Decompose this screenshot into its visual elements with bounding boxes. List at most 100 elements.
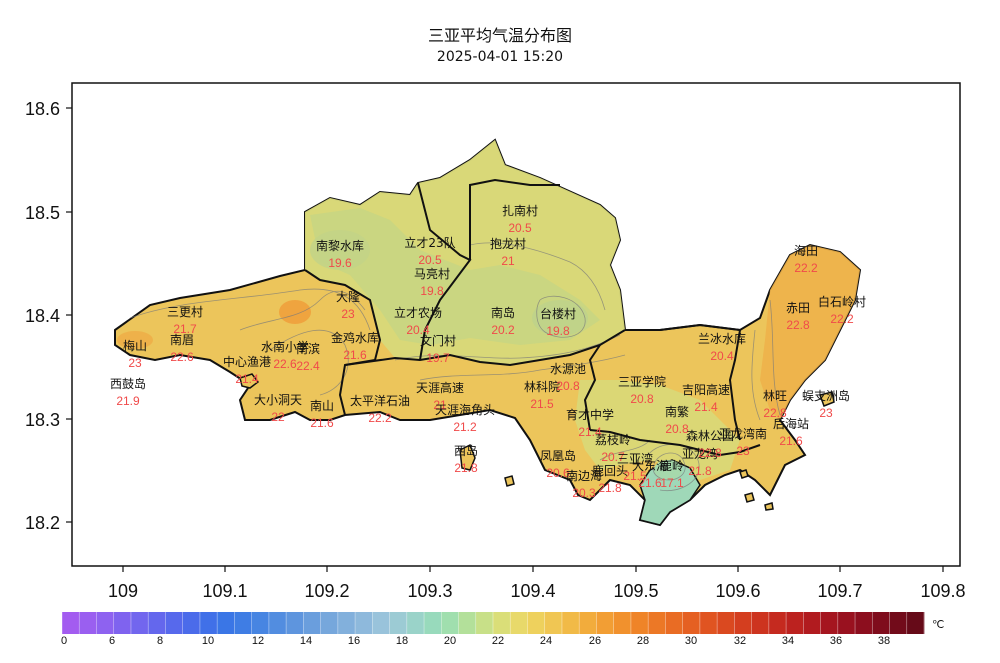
station-name: 南黎水库 — [316, 238, 364, 253]
station-6: 梅山 23 — [123, 338, 147, 370]
colorbar-swatch — [579, 612, 597, 634]
station-41: 海田 22.2 — [794, 243, 818, 275]
colorbar-swatch — [768, 612, 787, 634]
station-name: 三亚学院 — [618, 374, 666, 389]
station-value: 17.1 — [660, 476, 684, 490]
x-tick-label: 109.3 — [407, 581, 452, 601]
station-value: 21.8 — [598, 481, 622, 495]
station-32: 大东海 21.6 — [632, 458, 668, 490]
colorbar-swatch — [630, 612, 649, 634]
station-name: 凤凰岛 — [540, 448, 576, 463]
station-name: 西鼓岛 — [110, 376, 146, 391]
station-11: 南滨 22.4 — [296, 341, 320, 373]
cool-zone-coast — [575, 380, 740, 480]
station-36: 南繁 20.8 — [665, 404, 689, 436]
cool-spot-tailou — [532, 300, 588, 336]
station-21: 天涯高速 21 — [416, 380, 464, 412]
station-value: 21.4 — [578, 425, 602, 439]
contour-lines — [129, 242, 781, 492]
station-value: 22 — [271, 410, 285, 424]
colorbar-swatch — [424, 612, 442, 634]
colorbar-label: 30 — [685, 635, 697, 647]
station-value: 23 — [736, 444, 750, 458]
station-value: 20.6 — [546, 466, 570, 480]
station-name: 后海站 — [773, 416, 809, 431]
station-17: 台楼村 19.8 — [540, 306, 576, 338]
colorbar-label: 32 — [734, 635, 746, 647]
colorbar-swatch — [217, 612, 235, 634]
station-value: 23 — [128, 356, 142, 370]
station-name: 三更村 — [167, 305, 203, 319]
station-value: 20.2 — [491, 323, 515, 337]
station-value: 21.4 — [235, 372, 259, 386]
district-boundaries — [304, 178, 761, 457]
colorbar-swatch — [699, 612, 718, 634]
station-37: 吉阳高速 21.4 — [682, 382, 730, 414]
colorbar-swatch — [337, 612, 356, 634]
station-1: 立才23队 20.5 — [404, 235, 455, 267]
station-46: 后海站 21.6 — [773, 416, 809, 448]
colorbar-label: 22 — [492, 635, 504, 647]
station-value: 21.9 — [116, 394, 140, 408]
colorbar-label: 16 — [348, 635, 360, 647]
station-name: 台楼村 — [540, 306, 576, 321]
station-value: 21.6 — [779, 434, 803, 448]
y-tick-label: 18.4 — [25, 306, 60, 326]
station-7: 南眉 22.6 — [170, 332, 194, 364]
colorbar-label: 10 — [202, 635, 214, 647]
station-name: 立才23队 — [404, 235, 455, 250]
x-tick-label: 109.2 — [304, 581, 349, 601]
station-name: 育才中学 — [566, 407, 614, 422]
y-tick-label: 18.5 — [25, 203, 60, 223]
station-2: 马亮村 19.8 — [414, 266, 450, 298]
station-3: 扎南村 20.5 — [502, 203, 538, 235]
station-value: 21 — [433, 398, 447, 412]
station-31: 三亚湾 21.5 — [617, 451, 653, 483]
station-5: 三更村 21.7 — [167, 305, 203, 336]
station-23: 林科院 21.5 — [524, 380, 560, 411]
station-name: 立才农场 — [394, 305, 442, 320]
station-38: 兰冰水库 20.4 — [698, 331, 746, 363]
colorbar-label: 36 — [830, 635, 842, 647]
station-name: 亚龙湾南 — [719, 426, 767, 441]
colorbar-swatch — [165, 612, 184, 634]
x-tick-label: 109.4 — [510, 581, 555, 601]
x-tick-label: 109.1 — [202, 581, 247, 601]
colorbar-label: 34 — [782, 635, 794, 647]
station-name: 南岛 — [491, 305, 515, 320]
station-name: 吉阳高速 — [682, 382, 730, 397]
y-tick-label: 18.2 — [25, 513, 60, 533]
station-13: 金鸡水库 21.6 — [331, 330, 379, 362]
station-value: 19.7 — [426, 351, 450, 365]
station-name: 亚龙湾 — [682, 446, 718, 461]
y-tick-label: 18.3 — [25, 410, 60, 430]
cold-spot-luling — [639, 459, 701, 526]
colorbar-label: 24 — [540, 635, 552, 647]
cool-spot-nanli — [310, 230, 370, 270]
colorbar-swatch — [268, 612, 287, 634]
station-name: 太平洋石油 — [350, 393, 410, 408]
station-name: 大隆 — [336, 289, 360, 304]
station-name: 金鸡水库 — [331, 330, 379, 345]
colorbar-swatch — [544, 612, 563, 634]
station-24: 水源池 20.8 — [550, 362, 586, 393]
colorbar-label: 20 — [444, 635, 456, 647]
colorbar-label: 0 — [61, 635, 67, 647]
station-value: 21.7 — [173, 322, 197, 336]
colorbar-swatch — [820, 612, 839, 634]
colorbar-swatch — [113, 612, 132, 634]
station-value: 21.6 — [343, 348, 367, 362]
colorbar-swatch — [320, 612, 339, 634]
station-27: 凤凰岛 20.6 — [540, 448, 576, 480]
station-name: 天涯海角头 — [435, 402, 495, 417]
cold-spot-center — [654, 460, 682, 480]
station-22: 天涯海角头 21.2 — [435, 402, 495, 434]
station-value: 21 — [501, 254, 515, 268]
colorbar-swatch — [734, 612, 753, 634]
station-name: 林科院 — [524, 380, 560, 394]
station-8: 西鼓岛 21.9 — [110, 376, 146, 408]
station-name: 抱龙村 — [490, 236, 526, 251]
colorbar-swatch — [613, 612, 632, 634]
station-name: 水源池 — [550, 362, 586, 376]
station-name: 西岛 — [454, 443, 478, 458]
